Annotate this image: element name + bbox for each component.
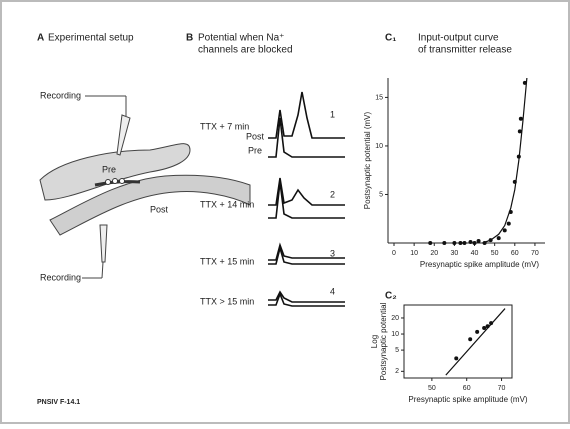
y-axis-label: Postsynaptic potential (mV) xyxy=(363,111,372,209)
panel-label: C₂ xyxy=(385,291,397,302)
x-tick-label: 70 xyxy=(531,250,539,257)
setup-diagram xyxy=(39,95,251,279)
panel-title: Input-output curve xyxy=(418,33,499,44)
data-point xyxy=(517,129,522,134)
y-axis-label: Postsynaptic potential xyxy=(379,302,388,380)
x-axis-label: Presynaptic spike amplitude (mV) xyxy=(408,395,527,404)
y-tick-label: 5 xyxy=(379,191,383,198)
data-point xyxy=(472,241,477,245)
data-point xyxy=(496,236,501,241)
y-tick-label: 10 xyxy=(375,143,383,150)
condition-label: TTX + 14 min xyxy=(200,199,254,209)
data-point xyxy=(489,321,494,326)
trace-label: Pre xyxy=(248,145,262,155)
y-tick-label: 20 xyxy=(391,315,399,322)
condition-label: TTX + 7 min xyxy=(200,121,249,131)
plot-frame xyxy=(403,304,513,379)
condition-label: TTX + 15 min xyxy=(200,256,254,266)
x-tick-label: 70 xyxy=(498,385,506,392)
data-point xyxy=(482,325,487,330)
label: Pre xyxy=(102,164,116,174)
x-axis-label: Presynaptic spike amplitude (mV) xyxy=(420,260,539,269)
panel-title: Potential when Na⁺ xyxy=(198,33,284,44)
x-tick-label: 60 xyxy=(511,250,519,257)
trace-number: 4 xyxy=(330,286,335,296)
panel-label: A xyxy=(37,33,44,44)
panel-title: Experimental setup xyxy=(48,33,134,44)
panel-label: C₁ xyxy=(385,33,396,44)
data-point xyxy=(442,241,447,245)
data-point xyxy=(454,356,459,361)
label: Recording xyxy=(40,90,81,100)
condition-label: TTX > 15 min xyxy=(200,296,254,306)
data-point xyxy=(506,221,511,226)
data-point xyxy=(462,241,467,245)
trace-number: 3 xyxy=(330,248,335,258)
data-point xyxy=(476,239,481,244)
fit-line xyxy=(445,308,506,376)
x-tick-label: 50 xyxy=(428,385,436,392)
data-point xyxy=(458,241,463,245)
panel-label: B xyxy=(186,33,193,44)
x-tick-label: 60 xyxy=(463,385,471,392)
panel-title: of transmitter release xyxy=(418,45,512,56)
panel-title: channels are blocked xyxy=(198,45,293,56)
label: Post xyxy=(150,204,169,214)
x-tick-label: 10 xyxy=(410,250,418,257)
data-point xyxy=(452,241,457,245)
fit-line xyxy=(482,77,528,244)
data-point xyxy=(468,240,473,245)
trace-label: Post xyxy=(246,131,265,141)
x-tick-label: 50 xyxy=(491,250,499,257)
y-tick-label: 15 xyxy=(375,94,383,101)
x-tick-label: 0 xyxy=(392,250,396,257)
trace-number: 1 xyxy=(330,109,335,119)
x-tick-label: 20 xyxy=(430,250,438,257)
data-point xyxy=(502,228,507,233)
y-tick-label: 5 xyxy=(395,347,399,354)
y-tick-label: 10 xyxy=(391,331,399,338)
data-point xyxy=(518,116,523,121)
data-point xyxy=(468,337,473,342)
y-axis-label: Log xyxy=(370,335,379,348)
label: Recording xyxy=(40,272,81,282)
footer: PNSIV F-14.1 xyxy=(37,399,80,406)
data-point xyxy=(428,241,433,245)
x-tick-label: 30 xyxy=(451,250,459,257)
x-tick-label: 40 xyxy=(471,250,479,257)
data-point xyxy=(475,329,480,334)
traces xyxy=(268,91,345,307)
y-tick-label: 2 xyxy=(395,368,399,375)
trace-number: 2 xyxy=(330,189,335,199)
